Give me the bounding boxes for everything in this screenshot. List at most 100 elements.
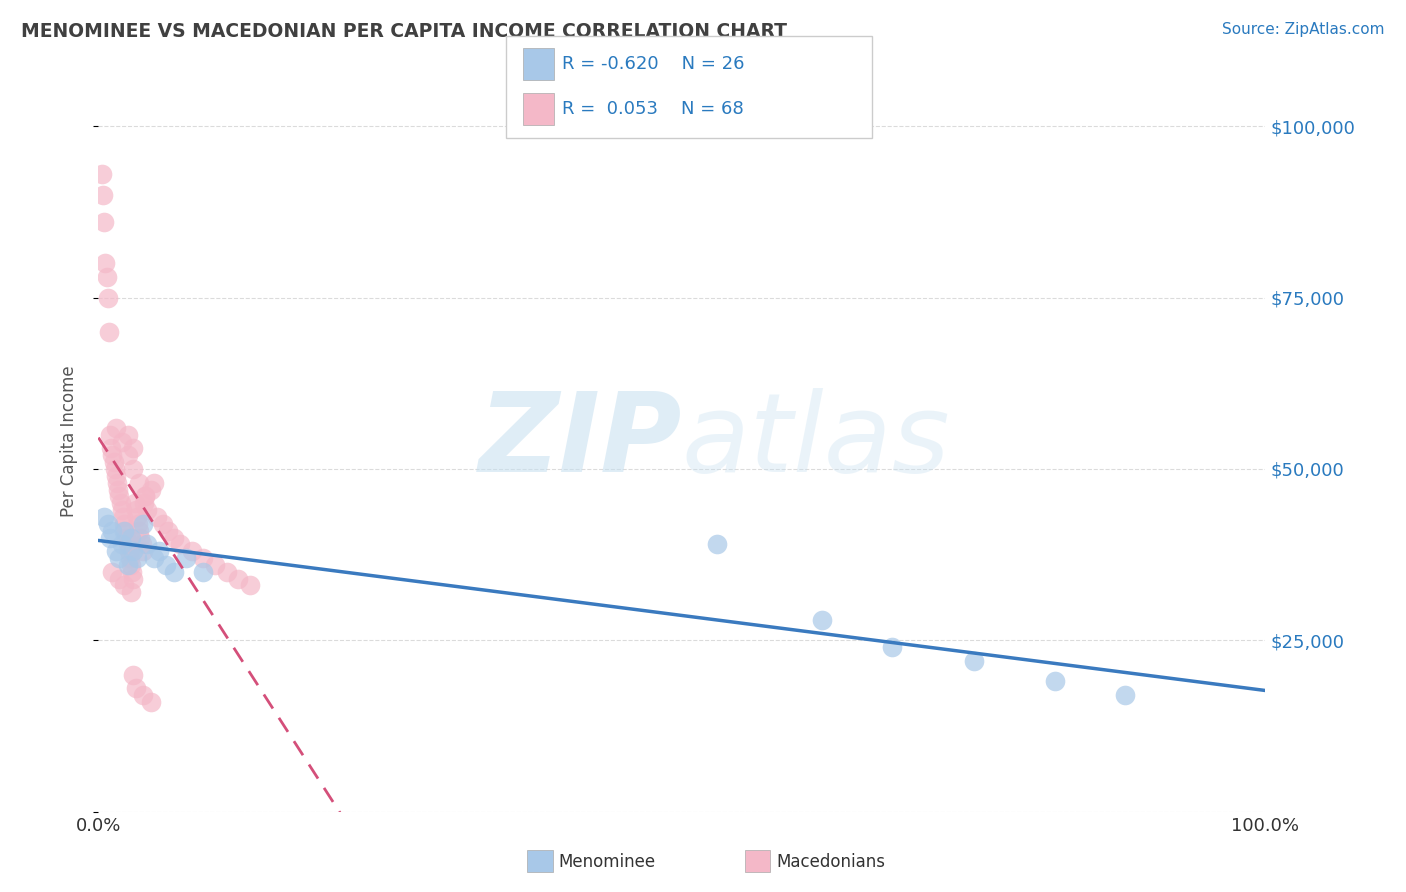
Point [94, 256, 117, 270]
Point [108, 489, 131, 503]
Text: R = -0.620    N = 26: R = -0.620 N = 26 [562, 55, 745, 73]
Point [97, 291, 120, 305]
Point [98, 427, 121, 442]
Point [122, 544, 145, 558]
Point [157, 524, 180, 538]
Point [811, 613, 834, 627]
Point [117, 448, 139, 462]
Point [125, 503, 148, 517]
Point [193, 565, 215, 579]
Point [90, 167, 112, 181]
Point [103, 455, 125, 469]
Point [139, 695, 162, 709]
Point [108, 551, 131, 566]
Y-axis label: Per Capita Income: Per Capita Income [59, 366, 77, 517]
Point [117, 427, 139, 442]
Point [125, 510, 148, 524]
Point [111, 434, 134, 449]
Point [134, 489, 156, 503]
Point [111, 510, 134, 524]
Point [163, 531, 186, 545]
Text: ZIP: ZIP [478, 388, 682, 495]
Point [180, 544, 202, 558]
Point [228, 572, 250, 586]
Point [239, 578, 262, 592]
Text: MENOMINEE VS MACEDONIAN PER CAPITA INCOME CORRELATION CHART: MENOMINEE VS MACEDONIAN PER CAPITA INCOM… [21, 22, 787, 41]
Point [121, 565, 143, 579]
Point [204, 558, 226, 572]
Point [155, 558, 177, 572]
Point [104, 421, 127, 435]
Point [120, 585, 142, 599]
Point [127, 516, 149, 531]
Point [146, 510, 169, 524]
Point [1045, 674, 1067, 689]
Point [169, 537, 191, 551]
Point [962, 654, 984, 668]
Point [143, 475, 166, 490]
Point [105, 475, 128, 490]
Point [104, 544, 127, 558]
Point [93, 510, 115, 524]
Point [117, 537, 139, 551]
Point [193, 551, 215, 566]
Point [132, 688, 155, 702]
Point [118, 544, 141, 558]
Point [101, 448, 124, 462]
Point [112, 578, 135, 592]
Point [143, 551, 166, 566]
Point [111, 537, 134, 551]
Point [104, 462, 127, 476]
Point [132, 544, 155, 558]
Point [115, 531, 138, 545]
Point [1114, 688, 1136, 702]
Point [125, 551, 148, 566]
Point [114, 524, 136, 538]
Point [136, 503, 159, 517]
Point [131, 537, 153, 551]
Point [122, 572, 145, 586]
Point [125, 681, 148, 696]
Point [134, 489, 156, 503]
Point [98, 531, 121, 545]
Point [129, 531, 152, 545]
Point [880, 640, 903, 655]
Point [97, 325, 120, 339]
Point [96, 270, 118, 285]
Point [122, 667, 145, 681]
Point [112, 516, 135, 531]
Point [120, 558, 142, 572]
Point [139, 483, 162, 497]
Point [100, 442, 122, 456]
Point [148, 544, 170, 558]
Point [101, 565, 124, 579]
Point [117, 558, 139, 572]
Point [122, 442, 145, 456]
Point [128, 524, 150, 538]
Point [132, 516, 155, 531]
Point [215, 565, 238, 579]
Point [136, 537, 159, 551]
Point [110, 496, 132, 510]
Text: R =  0.053    N = 68: R = 0.053 N = 68 [562, 100, 744, 118]
Point [124, 496, 146, 510]
Point [132, 496, 155, 510]
Point [108, 572, 131, 586]
Point [111, 503, 134, 517]
Text: Menominee: Menominee [558, 853, 655, 871]
Point [122, 462, 145, 476]
Point [112, 524, 135, 538]
Point [104, 468, 127, 483]
Point [174, 551, 197, 566]
Point [93, 215, 115, 229]
Point [152, 516, 174, 531]
Text: Source: ZipAtlas.com: Source: ZipAtlas.com [1222, 22, 1385, 37]
Point [91, 187, 114, 202]
Text: Macedonians: Macedonians [776, 853, 886, 871]
Point [120, 531, 142, 545]
Point [163, 565, 186, 579]
Point [101, 524, 124, 538]
Point [128, 475, 150, 490]
Point [706, 537, 728, 551]
Point [107, 483, 129, 497]
